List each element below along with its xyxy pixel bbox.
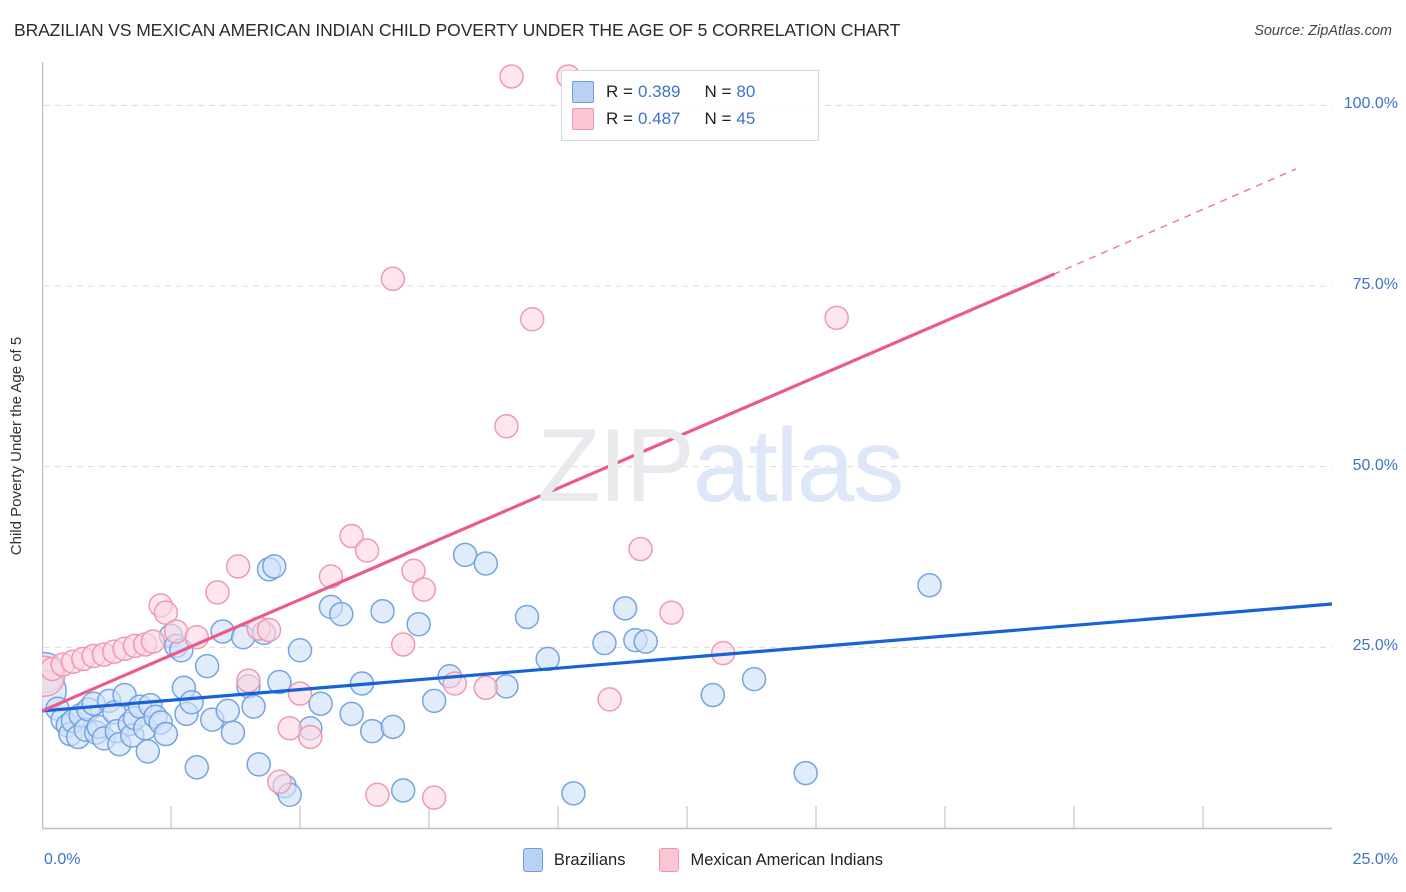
chart-header: BRAZILIAN VS MEXICAN AMERICAN INDIAN CHI… [0, 0, 1406, 56]
series-legend-item-brazilians[interactable]: Brazilians [522, 848, 626, 872]
r-label-brazilians: R = [606, 81, 633, 101]
n-value-mexican-american-indians: 45 [736, 108, 756, 128]
trend-lines [42, 168, 1332, 713]
series-label-mexican-american-indians: Mexican American Indians [690, 850, 884, 869]
y-tick-label-100: 100.0% [1343, 95, 1398, 113]
n-label-brazilians: N = [704, 81, 732, 101]
y-axis-title: Child Poverty Under the Age of 5 [8, 336, 25, 556]
x-axis-ticks [170, 806, 1204, 828]
y-tick-label-75: 75.0% [1352, 276, 1398, 294]
correlation-stats-legend: R = 0.389 N = 80 R = 0.487 N = 45 [561, 70, 819, 141]
legend-swatch-brazilians [572, 80, 594, 103]
r-label-mexican-american-indians: R = [606, 108, 633, 128]
series-legend: Brazilians Mexican American Indians [0, 848, 1406, 872]
r-value-brazilians: 0.389 [637, 81, 681, 101]
series-label-brazilians: Brazilians [553, 850, 626, 869]
series-swatch-brazilians [522, 848, 543, 872]
y-tick-label-50: 50.0% [1352, 456, 1398, 474]
series-swatch-mexican-american-indians [659, 848, 680, 872]
page-title: BRAZILIAN VS MEXICAN AMERICAN INDIAN CHI… [14, 20, 901, 40]
n-value-brazilians: 80 [736, 81, 756, 101]
plot-area: ZIPatlas [42, 62, 1332, 832]
n-label-mexican-american-indians: N = [704, 108, 732, 128]
y-tick-label-25: 25.0% [1352, 637, 1398, 655]
legend-swatch-mexican-american-indians [572, 107, 594, 130]
scatter-plot-svg [42, 62, 1332, 830]
stats-row-mexican-american-indians: R = 0.487 N = 45 [572, 105, 808, 132]
source-label: Source: ZipAtlas.com [1254, 23, 1392, 39]
x-axis-min-label: 0.0% [44, 851, 81, 868]
stats-row-brazilians: R = 0.389 N = 80 [572, 78, 808, 105]
r-value-mexican-american-indians: 0.487 [637, 108, 681, 128]
scatter-points-mexican-american-indians [42, 64, 849, 810]
series-legend-item-mexican-american-indians[interactable]: Mexican American Indians [659, 848, 883, 872]
x-axis-max-label: 25.0% [1352, 851, 1398, 868]
